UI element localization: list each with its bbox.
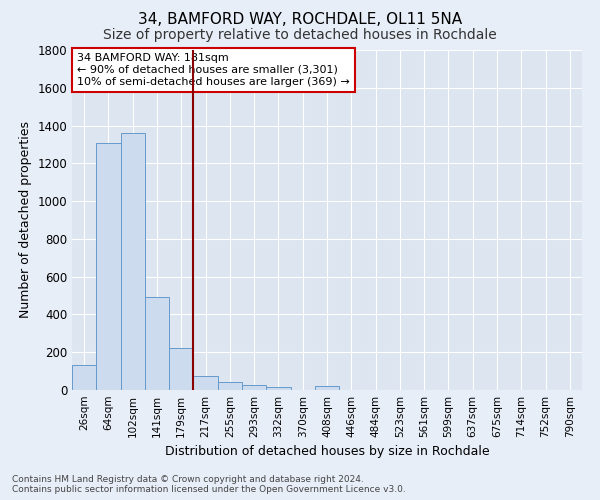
Bar — [169, 348, 193, 390]
Bar — [145, 298, 169, 390]
Text: 34, BAMFORD WAY, ROCHDALE, OL11 5NA: 34, BAMFORD WAY, ROCHDALE, OL11 5NA — [138, 12, 462, 28]
Bar — [266, 387, 290, 390]
Bar — [218, 382, 242, 390]
Bar — [315, 386, 339, 390]
Y-axis label: Number of detached properties: Number of detached properties — [19, 122, 32, 318]
Bar — [121, 133, 145, 390]
Bar — [193, 376, 218, 390]
Bar — [242, 384, 266, 390]
Text: 34 BAMFORD WAY: 181sqm
← 90% of detached houses are smaller (3,301)
10% of semi-: 34 BAMFORD WAY: 181sqm ← 90% of detached… — [77, 54, 350, 86]
X-axis label: Distribution of detached houses by size in Rochdale: Distribution of detached houses by size … — [164, 446, 490, 458]
Bar — [72, 364, 96, 390]
Text: Contains HM Land Registry data © Crown copyright and database right 2024.
Contai: Contains HM Land Registry data © Crown c… — [12, 474, 406, 494]
Text: Size of property relative to detached houses in Rochdale: Size of property relative to detached ho… — [103, 28, 497, 42]
Bar — [96, 142, 121, 390]
